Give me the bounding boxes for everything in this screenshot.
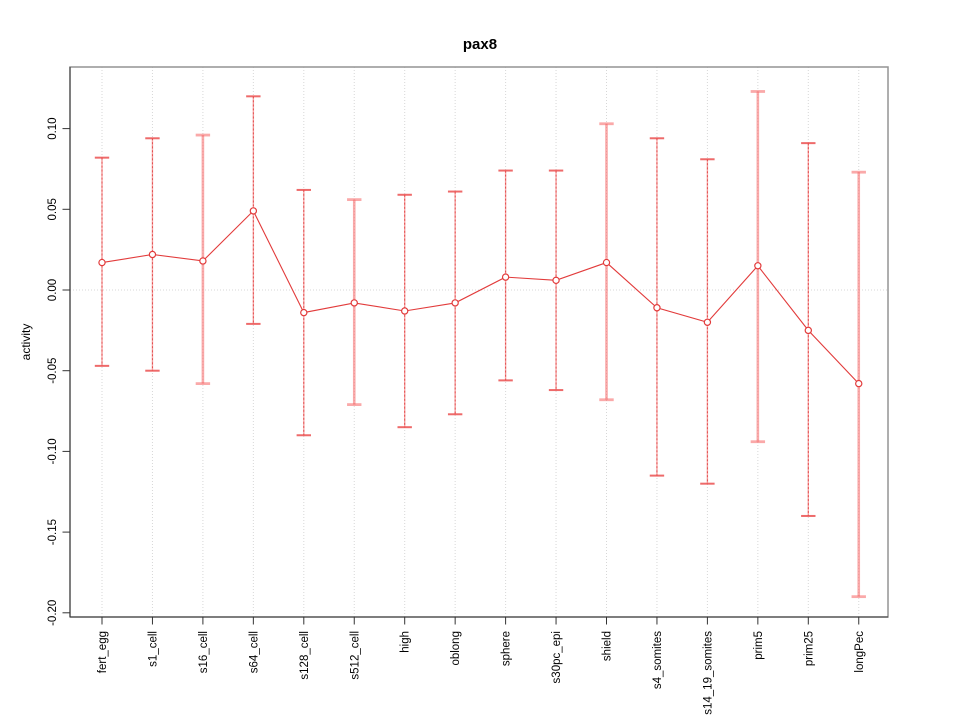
activity-line — [101, 209, 860, 384]
panel-border — [69, 66, 889, 618]
x-tick-label: oblong — [450, 631, 462, 666]
y-tick-label: 0.00 — [47, 279, 59, 301]
data-point — [602, 258, 611, 267]
x-tick-label: prim25 — [803, 631, 815, 666]
y-tick-label: -0.05 — [47, 358, 59, 384]
data-point — [754, 262, 762, 270]
y-tick-label: 0.10 — [47, 117, 59, 139]
x-tick-label: longPec — [854, 631, 866, 673]
x-tick-label: s4_somites — [652, 631, 664, 689]
data-point — [350, 299, 358, 307]
x-tick-label: s14_19_somites — [702, 631, 714, 715]
y-tick-label: -0.15 — [47, 519, 59, 545]
x-tick-label: s30pc_epi — [551, 631, 563, 683]
data-point — [148, 250, 157, 259]
data-point — [249, 207, 258, 215]
x-tick-label: s1_cell — [147, 631, 159, 667]
data-point — [451, 299, 459, 307]
data-point — [552, 276, 560, 285]
x-tick-label: fert_egg — [97, 631, 109, 673]
data-point — [703, 318, 712, 326]
data-point — [300, 308, 308, 317]
x-tick-label: s16_cell — [198, 631, 210, 673]
x-tick-label: prim5 — [753, 631, 765, 660]
x-tick-label: s64_cell — [248, 631, 260, 673]
data-point — [653, 304, 661, 312]
data-point — [401, 307, 409, 315]
x-tick-label: high — [400, 631, 412, 653]
data-point — [501, 273, 510, 281]
y-axis-label: activity — [19, 323, 33, 361]
x-tick-label: s512_cell — [349, 631, 361, 680]
x-tick-label: shield — [602, 631, 614, 661]
y-tick-label: -0.10 — [47, 438, 59, 464]
y-tick-label: -0.20 — [47, 600, 59, 626]
y-tick-label: 0.05 — [47, 198, 59, 220]
data-point — [98, 258, 106, 267]
data-point — [199, 257, 207, 265]
x-tick-label: sphere — [501, 631, 513, 666]
plot-title: pax8 — [462, 36, 498, 53]
data-point — [855, 379, 863, 388]
x-tick-label: s128_cell — [299, 631, 311, 680]
data-point — [804, 326, 813, 335]
